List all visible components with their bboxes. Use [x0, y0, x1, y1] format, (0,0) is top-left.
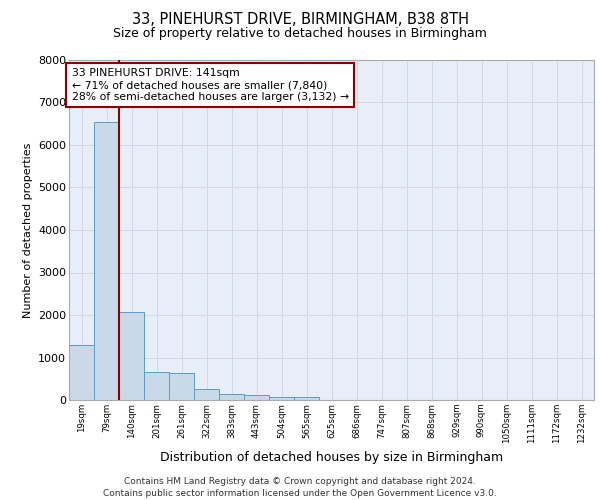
- Bar: [69, 345, 94, 400]
- Text: Contains HM Land Registry data © Crown copyright and database right 2024.
Contai: Contains HM Land Registry data © Crown c…: [103, 476, 497, 498]
- Bar: [169, 373, 194, 400]
- Text: 33, PINEHURST DRIVE, BIRMINGHAM, B38 8TH: 33, PINEHURST DRIVE, BIRMINGHAM, B38 8TH: [131, 12, 469, 28]
- Text: Size of property relative to detached houses in Birmingham: Size of property relative to detached ho…: [113, 28, 487, 40]
- X-axis label: Distribution of detached houses by size in Birmingham: Distribution of detached houses by size …: [160, 452, 503, 464]
- Bar: [219, 394, 244, 400]
- Bar: [244, 396, 269, 400]
- Bar: [94, 122, 119, 400]
- Bar: [144, 372, 169, 400]
- Bar: [194, 390, 219, 400]
- Bar: [294, 397, 319, 400]
- Y-axis label: Number of detached properties: Number of detached properties: [23, 142, 32, 318]
- Text: 33 PINEHURST DRIVE: 141sqm
← 71% of detached houses are smaller (7,840)
28% of s: 33 PINEHURST DRIVE: 141sqm ← 71% of deta…: [71, 68, 349, 102]
- Bar: [119, 312, 144, 400]
- Bar: [269, 397, 294, 400]
